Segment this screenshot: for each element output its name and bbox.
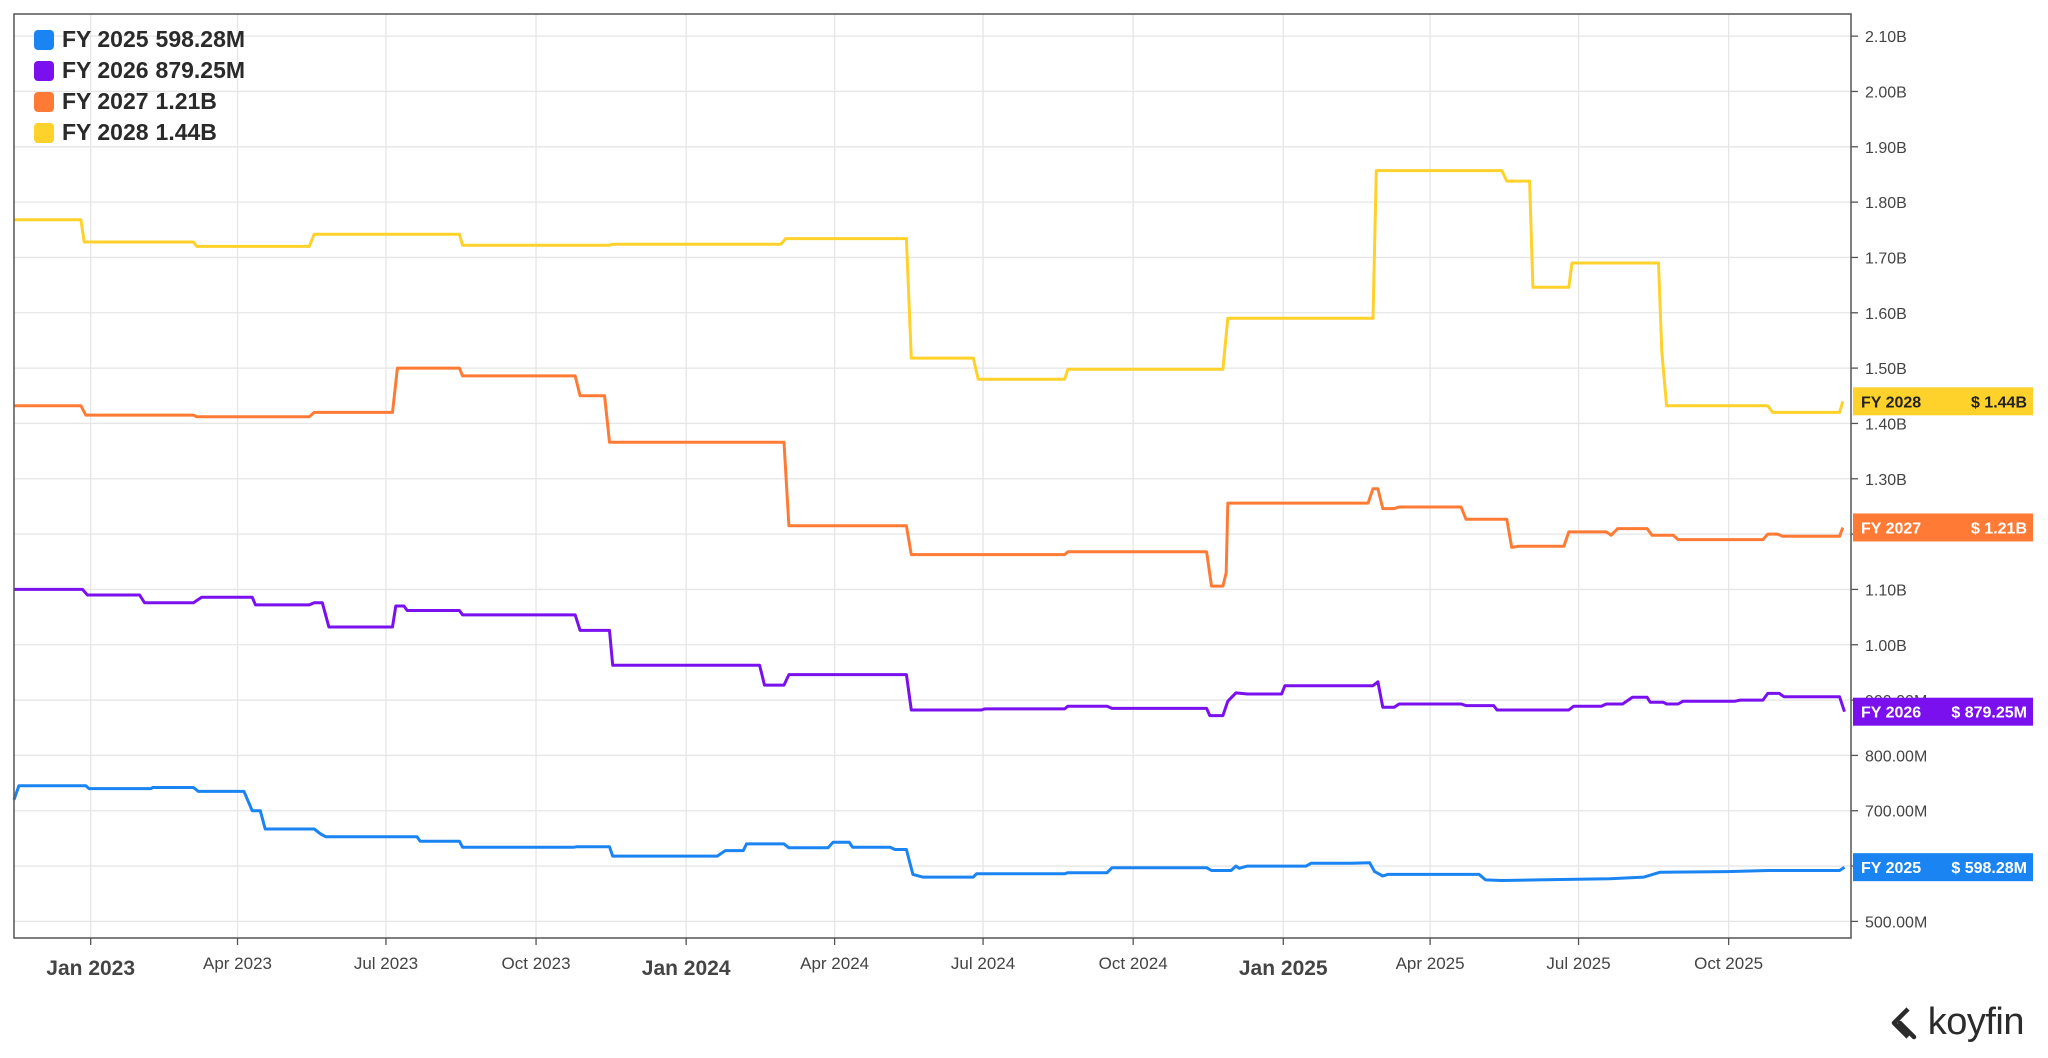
- y-tick-label: 1.00B: [1865, 638, 1907, 655]
- y-tick-label: 1.50B: [1865, 361, 1907, 378]
- value-tag-name: FY 2027: [1861, 520, 1921, 537]
- y-tick-label: 2.10B: [1865, 29, 1907, 46]
- grid: [14, 14, 1851, 938]
- series-line-fy2026[interactable]: [14, 587, 1846, 718]
- legend-item-fy2028[interactable]: FY 2028 1.44B: [34, 117, 245, 148]
- x-tick-label: Jul 2023: [354, 954, 418, 973]
- series-line-fy2028[interactable]: [14, 169, 1845, 414]
- plot-frame: [13, 13, 1852, 939]
- value-tag-bg: [1853, 513, 2033, 542]
- logo-text: koyfin: [1927, 1001, 2025, 1043]
- x-tick-label: Oct 2025: [1694, 954, 1763, 973]
- value-tag-value: $ 879.25M: [1951, 705, 2027, 722]
- x-tick-label: Apr 2024: [800, 954, 869, 973]
- legend-series-value: 598.28M: [155, 26, 246, 52]
- value-tag-fy2027: FY 2027 $ 1.21B: [1853, 513, 2033, 542]
- y-tick-label: 800.00M: [1865, 748, 1927, 765]
- legend-item-fy2026[interactable]: FY 2026 879.25M: [34, 55, 245, 86]
- legend-swatch-fy2025: [34, 29, 54, 50]
- series-line-fy2027[interactable]: [14, 366, 1845, 588]
- x-axis: Jan 2023 Apr 2023 Jul 2023 Oct 2023 Jan 2024…: [46, 938, 1763, 980]
- x-tick-label: Jul 2024: [951, 954, 1015, 973]
- y-tick-label: 500.00M: [1865, 914, 1927, 931]
- value-tag-fy2026: FY 2026 $ 879.25M: [1853, 697, 2033, 726]
- series-line-fy2025[interactable]: [12, 784, 1846, 882]
- x-tick-label: Oct 2024: [1099, 954, 1168, 973]
- y-tick-label: 700.00M: [1865, 804, 1927, 821]
- y-tick-label: 1.30B: [1865, 472, 1907, 489]
- y-tick-label: 2.00B: [1865, 84, 1907, 101]
- x-tick-label: Jan 2025: [1239, 957, 1328, 980]
- value-tag-fy2028: FY 2028 $ 1.44B: [1853, 387, 2033, 416]
- legend-item-fy2025[interactable]: FY 2025 598.28M: [34, 24, 245, 55]
- y-tick-label: 1.40B: [1865, 416, 1907, 433]
- value-tag-value: $ 598.28M: [1951, 860, 2027, 877]
- y-tick-label: 1.10B: [1865, 582, 1907, 599]
- x-tick-label: Oct 2023: [502, 954, 571, 973]
- value-tag-name: FY 2025: [1861, 860, 1921, 877]
- x-tick-label: Jul 2025: [1546, 954, 1610, 973]
- y-tick-label: 1.80B: [1865, 195, 1907, 212]
- value-tag-bg: [1853, 697, 2033, 726]
- legend-swatch-fy2028: [34, 122, 54, 143]
- y-tick-label: 1.60B: [1865, 306, 1907, 323]
- x-tick-label: Jan 2024: [642, 957, 731, 980]
- legend-series-name: FY 2026: [62, 57, 149, 83]
- series-lines: [12, 169, 1846, 882]
- legend-series-value: 879.25M: [155, 57, 246, 83]
- y-tick-label: 1.90B: [1865, 140, 1907, 157]
- legend-series-name: FY 2027: [62, 88, 149, 114]
- x-tick-label: Jan 2023: [46, 957, 135, 980]
- koyfin-logo: koyfin: [1886, 1001, 2025, 1044]
- legend-series-name: FY 2025: [62, 26, 149, 52]
- legend: FY 2025 598.28M FY 2026 879.25M FY 2027 1.2…: [34, 24, 245, 148]
- value-tags: FY 2025 $ 598.28M FY 2026 $ 879.25M FY 2027 $…: [1853, 387, 2033, 882]
- y-tick-label: 1.70B: [1865, 250, 1907, 267]
- x-tick-label: Apr 2023: [203, 954, 272, 973]
- y-axis: 500.00M600.00M700.00M800.00M900.00M1.00B…: [1851, 29, 1927, 931]
- koyfin-chevron-icon: [1891, 1006, 1916, 1039]
- value-tag-value: $ 1.44B: [1971, 394, 2027, 411]
- value-tag-fy2025: FY 2025 $ 598.28M: [1853, 853, 2033, 882]
- value-tag-name: FY 2028: [1861, 394, 1921, 411]
- legend-series-value: 1.21B: [155, 88, 217, 114]
- value-tag-bg: [1853, 853, 2033, 882]
- legend-item-fy2027[interactable]: FY 2027 1.21B: [34, 86, 245, 117]
- legend-series-value: 1.44B: [155, 119, 217, 145]
- x-tick-label: Apr 2025: [1396, 954, 1465, 973]
- legend-swatch-fy2027: [34, 91, 54, 112]
- legend-series-name: FY 2028: [62, 119, 149, 145]
- legend-swatch-fy2026: [34, 60, 54, 81]
- value-tag-name: FY 2026: [1861, 705, 1921, 722]
- value-tag-bg: [1853, 387, 2033, 416]
- value-tag-value: $ 1.21B: [1971, 520, 2027, 537]
